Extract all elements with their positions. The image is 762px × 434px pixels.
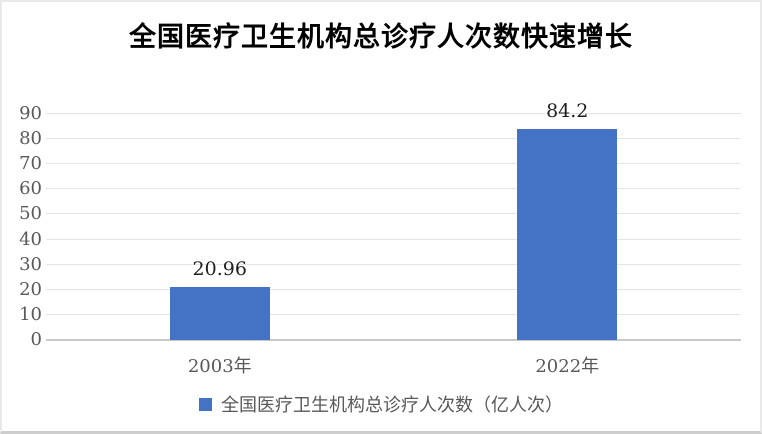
gridline: [46, 313, 741, 315]
y-tick-label: 0: [30, 329, 42, 350]
gridline: [46, 288, 741, 290]
x-axis-labels: 2003年 2022年: [46, 352, 741, 377]
legend-swatch-icon: [199, 397, 212, 411]
y-tick-label: 70: [19, 153, 42, 175]
legend: 全国医疗卫生机构总诊疗人次数（亿人次）: [2, 391, 760, 417]
y-tick-label: 20: [19, 278, 42, 300]
y-tick-label: 80: [19, 128, 42, 150]
legend-series-label: 全国医疗卫生机构总诊疗人次数（亿人次）: [221, 395, 563, 416]
gridline: [46, 138, 741, 140]
y-tick-label: 90: [19, 103, 42, 124]
gridline: [46, 213, 741, 215]
gridline: [46, 263, 741, 265]
y-tick-label: 30: [19, 253, 42, 275]
data-label-0: 20.96: [192, 258, 247, 281]
gridline: [46, 238, 741, 240]
x-tick-label-1: 2022年: [535, 356, 600, 377]
x-axis-line: [46, 339, 741, 341]
gridline: [46, 188, 741, 190]
y-tick-label: 60: [19, 178, 42, 200]
x-tick-label-0: 2003年: [187, 356, 252, 377]
y-tick-label: 40: [19, 228, 42, 250]
bar-0: [169, 287, 270, 340]
chart-title: 全国医疗卫生机构总诊疗人次数快速增长: [129, 22, 633, 53]
y-tick-label: 50: [19, 203, 42, 225]
gridline: [46, 163, 741, 165]
y-tick-label: 10: [19, 303, 42, 325]
gridline: [46, 113, 741, 114]
plot-area: 20.96 84.2: [46, 101, 741, 341]
y-axis-labels: 0 10 20 30 40 50 60 70 80 90: [2, 105, 42, 349]
bar-1: [517, 128, 618, 340]
data-label-1: 84.2: [546, 99, 589, 122]
